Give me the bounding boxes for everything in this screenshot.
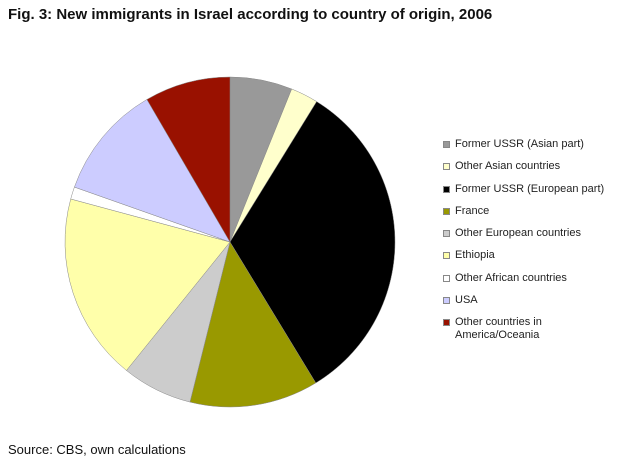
legend: Former USSR (Asian part) Other Asian coun… xyxy=(443,138,618,352)
legend-item: Other European countries xyxy=(443,227,618,240)
legend-item: Other Asian countries xyxy=(443,160,618,173)
legend-swatch xyxy=(443,252,450,260)
legend-swatch xyxy=(443,163,450,171)
legend-item: Other countries in America/Oceania xyxy=(443,316,618,342)
legend-label: Other Asian countries xyxy=(455,160,561,173)
legend-label: Other countries in America/Oceania xyxy=(455,316,542,342)
legend-label: USA xyxy=(455,294,478,307)
legend-item: Other African countries xyxy=(443,272,618,285)
legend-item: Former USSR (Asian part) xyxy=(443,138,618,151)
legend-item: Ethiopia xyxy=(443,249,618,262)
legend-swatch xyxy=(443,274,450,282)
legend-swatch xyxy=(443,297,450,305)
legend-swatch xyxy=(443,207,450,215)
legend-swatch xyxy=(443,230,450,238)
source-note: Source: CBS, own calculations xyxy=(8,442,186,457)
legend-label: Other African countries xyxy=(455,271,567,284)
pie-slice xyxy=(146,76,231,243)
pie-slice xyxy=(74,99,231,243)
legend-label: Former USSR (European part) xyxy=(455,182,605,195)
legend-label: Other European countries xyxy=(455,227,581,240)
legend-item: Former USSR (European part) xyxy=(443,183,618,196)
legend-item: USA xyxy=(443,294,618,307)
pie-slice xyxy=(189,241,317,408)
pie-slice xyxy=(229,101,396,384)
chart-title: Fig. 3: New immigrants in Israel accordi… xyxy=(8,6,493,23)
legend-swatch xyxy=(443,319,450,327)
legend-label: Ethiopia xyxy=(455,249,495,262)
legend-swatch xyxy=(443,185,450,193)
legend-swatch xyxy=(443,141,450,148)
legend-label: France xyxy=(455,204,490,217)
legend-label: Former USSR (Asian part) xyxy=(455,138,584,150)
legend-item: France xyxy=(443,205,618,218)
pie-slice xyxy=(64,198,231,371)
